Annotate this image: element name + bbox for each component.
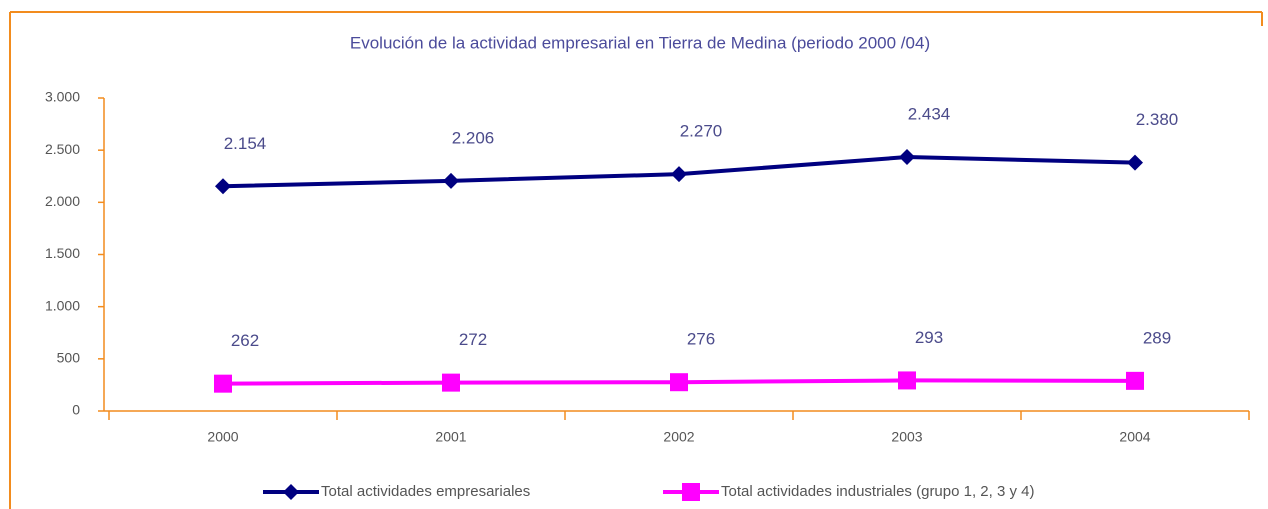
data-point [1127,154,1143,171]
data-point [443,172,459,189]
data-label: 2.380 [1136,110,1179,129]
data-point [1126,371,1144,390]
legend-label: Total actividades industriales (grupo 1,… [721,483,1035,500]
legend-marker [283,484,299,500]
data-label: 272 [459,330,487,349]
y-tick-label: 500 [57,350,81,366]
chart-title: Evolución de la actividad empresarial en… [350,33,930,52]
data-label: 293 [915,328,943,347]
legend-label: Total actividades empresariales [321,483,530,500]
legend-marker [682,483,700,501]
y-tick-label: 3.000 [45,89,80,105]
data-point [670,373,688,392]
y-tick-label: 1.000 [45,297,80,313]
x-tick-label: 2001 [435,429,466,445]
data-label: 2.206 [452,128,495,147]
y-tick-label: 2.500 [45,141,80,157]
data-label: 2.434 [908,105,951,124]
data-label: 276 [687,330,715,349]
data-label: 2.154 [224,134,267,153]
x-tick-label: 2000 [207,429,238,445]
data-point [215,178,231,195]
data-label: 262 [231,331,259,350]
data-point [899,149,915,166]
x-tick-label: 2002 [663,429,694,445]
data-label: 2.270 [680,122,723,141]
data-point [442,373,460,392]
data-point [898,371,916,390]
data-point [671,166,687,183]
y-tick-label: 1.500 [45,245,80,261]
x-tick-label: 2004 [1119,429,1150,445]
y-tick-label: 0 [72,402,80,418]
data-point [214,374,232,393]
data-label: 289 [1143,328,1171,347]
y-tick-label: 2.000 [45,193,80,209]
x-tick-label: 2003 [891,429,922,445]
